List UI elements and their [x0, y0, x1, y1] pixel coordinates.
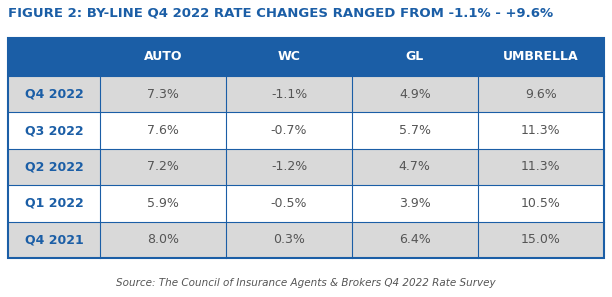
- Bar: [352, 76, 477, 112]
- Bar: [352, 222, 477, 258]
- Text: 5.7%: 5.7%: [399, 124, 431, 137]
- Text: Q1 2022: Q1 2022: [25, 197, 84, 210]
- Bar: [100, 222, 226, 258]
- Bar: [352, 185, 477, 222]
- Text: 7.6%: 7.6%: [147, 124, 179, 137]
- Text: AUTO: AUTO: [144, 50, 182, 64]
- Bar: [352, 38, 477, 76]
- Text: -0.5%: -0.5%: [271, 197, 307, 210]
- Bar: [8, 38, 100, 76]
- Text: Source: The Council of Insurance Agents & Brokers Q4 2022 Rate Survey: Source: The Council of Insurance Agents …: [116, 278, 496, 288]
- Bar: [8, 38, 604, 258]
- Text: 15.0%: 15.0%: [521, 233, 561, 246]
- Bar: [477, 149, 604, 185]
- Text: WC: WC: [278, 50, 300, 64]
- Bar: [8, 222, 100, 258]
- Bar: [100, 38, 226, 76]
- Text: 11.3%: 11.3%: [521, 160, 561, 173]
- Text: FIGURE 2: BY-LINE Q4 2022 RATE CHANGES RANGED FROM -1.1% - +9.6%: FIGURE 2: BY-LINE Q4 2022 RATE CHANGES R…: [8, 7, 553, 20]
- Text: 11.3%: 11.3%: [521, 124, 561, 137]
- Text: 4.9%: 4.9%: [399, 88, 431, 101]
- Text: -1.2%: -1.2%: [271, 160, 307, 173]
- Bar: [477, 38, 604, 76]
- Bar: [226, 38, 352, 76]
- Text: Q3 2022: Q3 2022: [25, 124, 83, 137]
- Text: Q4 2021: Q4 2021: [25, 233, 84, 246]
- Bar: [477, 185, 604, 222]
- Bar: [477, 112, 604, 149]
- Bar: [8, 112, 100, 149]
- Text: Q2 2022: Q2 2022: [25, 160, 84, 173]
- Bar: [8, 149, 100, 185]
- Text: -1.1%: -1.1%: [271, 88, 307, 101]
- Text: 8.0%: 8.0%: [147, 233, 179, 246]
- Bar: [352, 112, 477, 149]
- Text: 7.2%: 7.2%: [147, 160, 179, 173]
- Text: 9.6%: 9.6%: [525, 88, 557, 101]
- Text: 4.7%: 4.7%: [399, 160, 431, 173]
- Bar: [100, 185, 226, 222]
- Bar: [100, 112, 226, 149]
- Bar: [226, 112, 352, 149]
- Text: Q4 2022: Q4 2022: [25, 88, 84, 101]
- Bar: [226, 76, 352, 112]
- Bar: [8, 76, 100, 112]
- Text: GL: GL: [406, 50, 424, 64]
- Bar: [8, 185, 100, 222]
- Text: 5.9%: 5.9%: [147, 197, 179, 210]
- Bar: [226, 222, 352, 258]
- Text: UMBRELLA: UMBRELLA: [503, 50, 578, 64]
- Bar: [100, 149, 226, 185]
- Bar: [226, 149, 352, 185]
- Text: 10.5%: 10.5%: [521, 197, 561, 210]
- Text: -0.7%: -0.7%: [271, 124, 307, 137]
- Bar: [100, 76, 226, 112]
- Bar: [477, 222, 604, 258]
- Text: 3.9%: 3.9%: [399, 197, 431, 210]
- Bar: [226, 185, 352, 222]
- Text: 6.4%: 6.4%: [399, 233, 431, 246]
- Text: 7.3%: 7.3%: [147, 88, 179, 101]
- Bar: [352, 149, 477, 185]
- Bar: [477, 76, 604, 112]
- Text: 0.3%: 0.3%: [273, 233, 305, 246]
